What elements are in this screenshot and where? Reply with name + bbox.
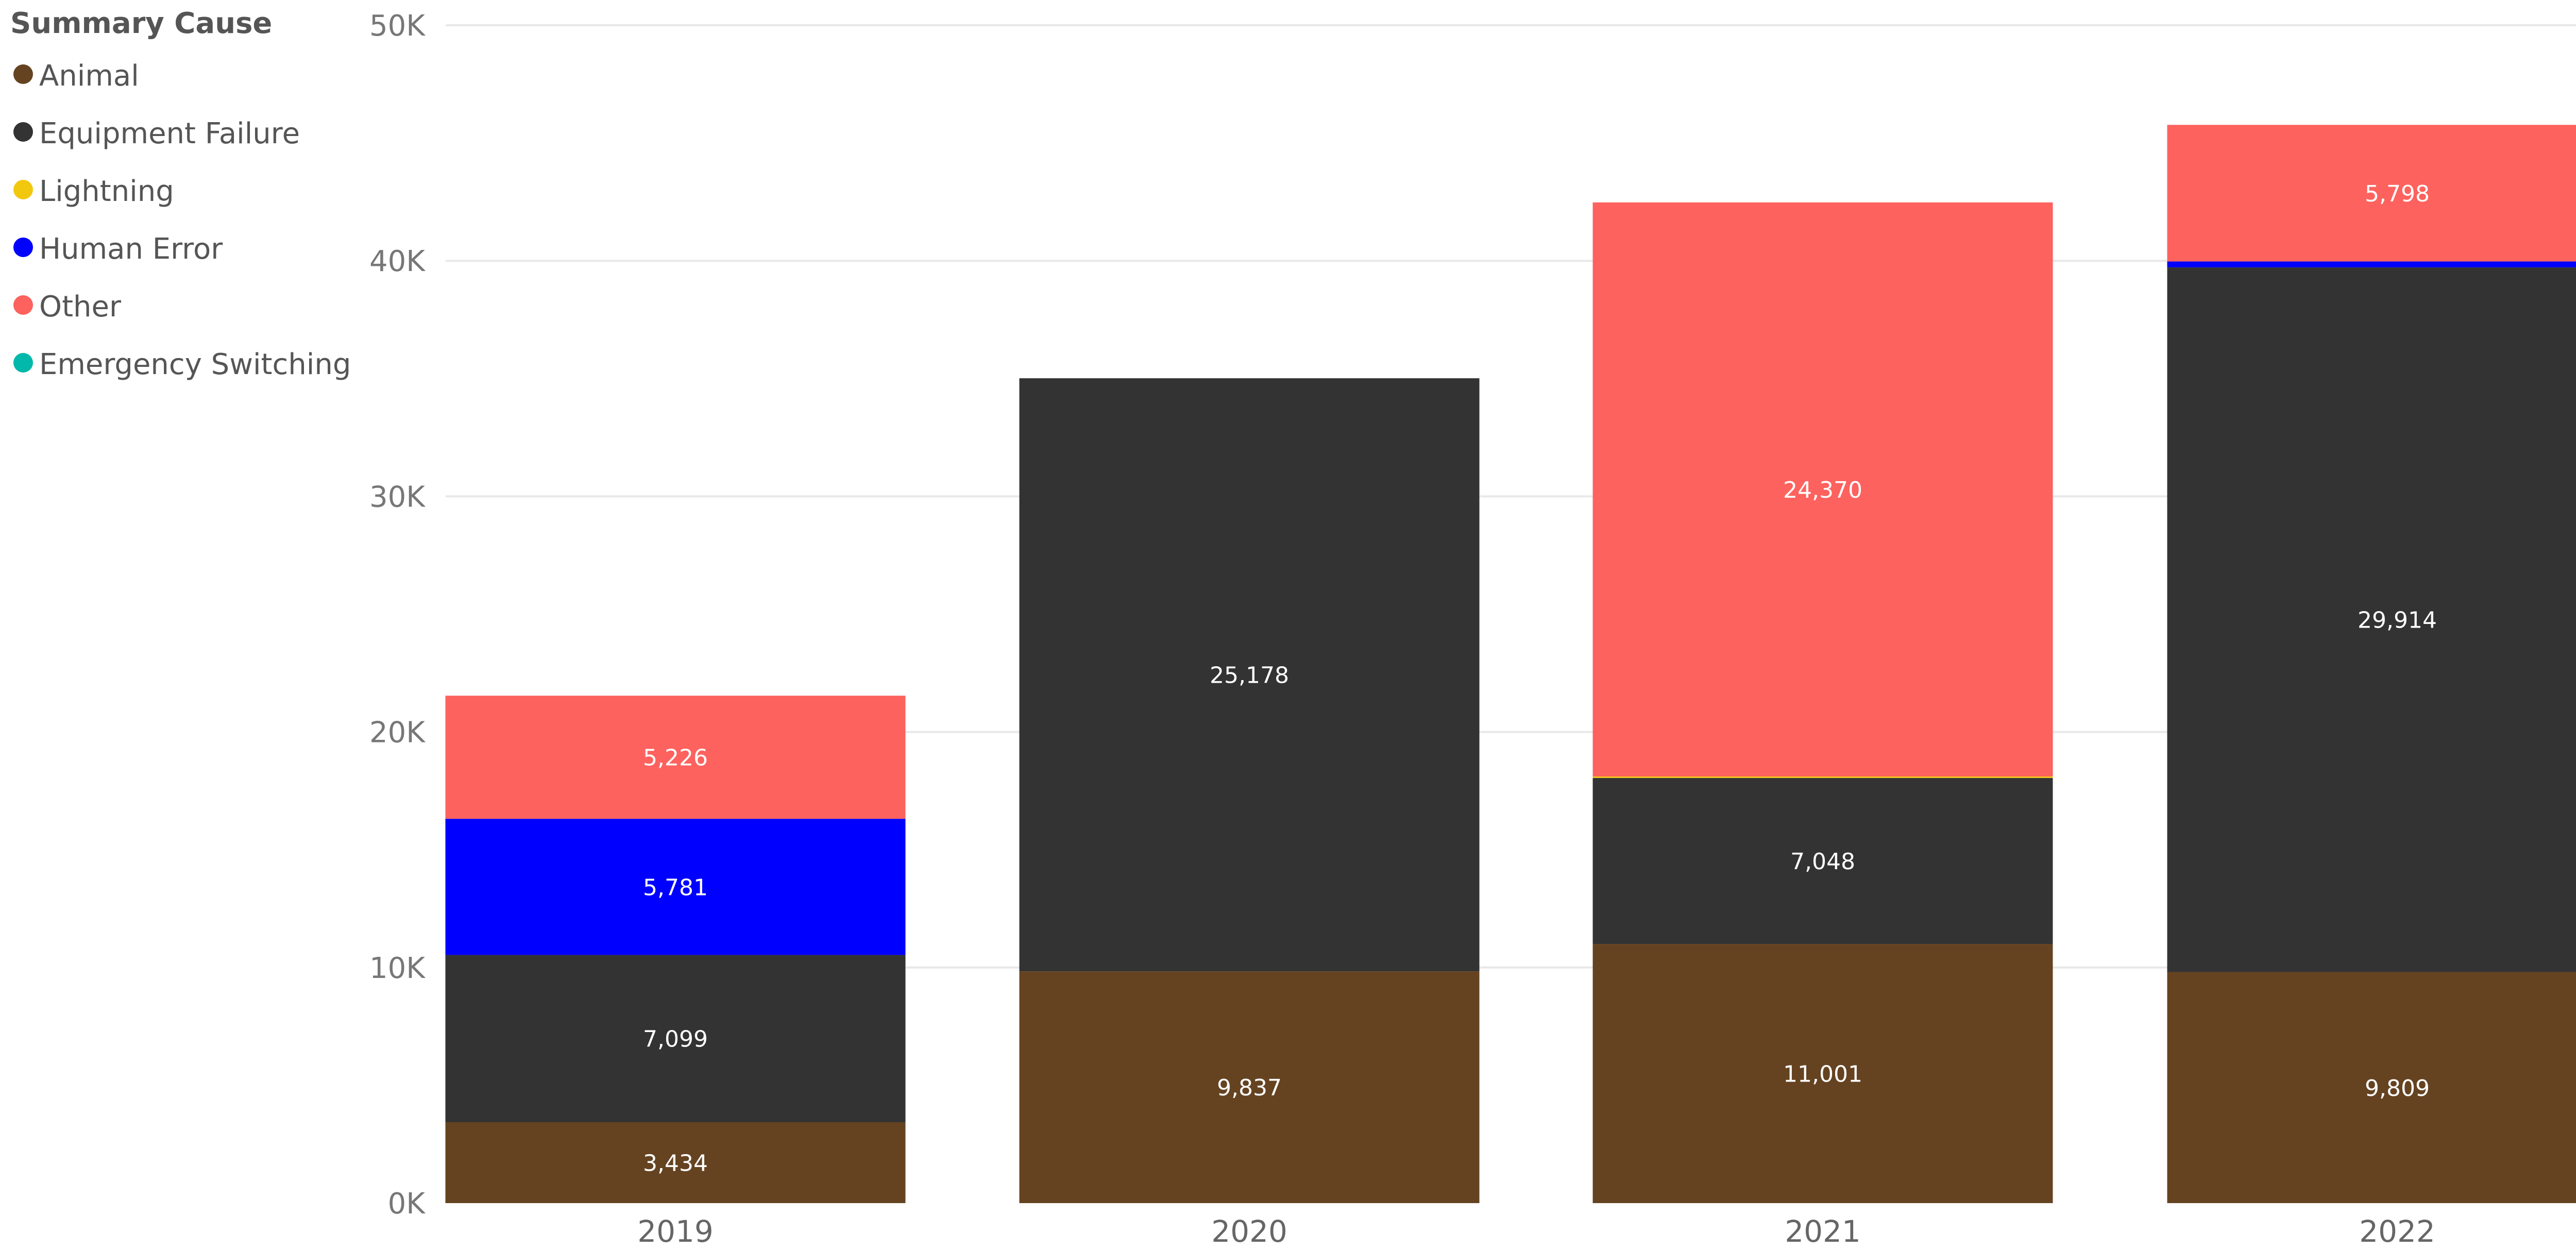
x-category-label: 2019 (637, 1214, 714, 1249)
y-axis: 0K 10K 20K 30K 40K 50K (369, 9, 426, 1221)
bar-segment-2019-other (445, 696, 906, 819)
legend-item-other[interactable]: Other (13, 290, 122, 324)
legend-marker (13, 64, 33, 84)
data-label-2019-animal: 3,434 (643, 1150, 708, 1176)
data-label-2020-equipment-failure: 25,178 (1210, 663, 1289, 689)
x-axis: 2019 2020 2021 2022 (637, 1214, 2435, 1249)
legend-item-animal[interactable]: Animal (13, 59, 139, 93)
bar-segment-2019-equipment-failure (445, 955, 906, 1122)
legend-item-emergency-switching[interactable]: Emergency Switching (13, 348, 351, 381)
legend-marker (13, 180, 33, 199)
x-category-label: 2021 (1785, 1214, 1861, 1249)
bar-segment-2019-human-error (445, 819, 906, 955)
legend-label: Other (39, 290, 122, 324)
bar-segment-2022-human-error (2167, 261, 2576, 267)
x-category-label: 2020 (1211, 1214, 1287, 1249)
legend-title: Summary Cause (10, 7, 272, 40)
data-label-2022-animal: 9,809 (2365, 1075, 2430, 1102)
legend-item-lightning[interactable]: Lightning (13, 175, 174, 208)
bar-segment-2022-equipment-failure (2167, 267, 2576, 972)
bar-segment-2021-other (1592, 202, 2053, 777)
y-tick-label: 40K (369, 245, 426, 278)
legend-marker (13, 122, 33, 142)
data-label-2020-animal: 9,837 (1217, 1075, 1282, 1101)
bar-segment-2019-animal (445, 1122, 906, 1203)
bars (445, 125, 2576, 1203)
bar-segment-2022-other (2167, 125, 2576, 262)
y-tick-label: 10K (369, 952, 426, 985)
legend-marker (13, 295, 33, 315)
data-label-2021-other: 24,370 (1783, 477, 1862, 503)
data-label-2019-equipment-failure: 7,099 (643, 1026, 708, 1053)
bar-segment-2020-equipment-failure (1019, 378, 1480, 972)
data-label-2022-equipment-failure: 29,914 (2358, 607, 2437, 634)
legend-label: Equipment Failure (39, 117, 300, 150)
y-tick-label: 30K (369, 480, 426, 514)
bar-segment-2022-animal (2167, 972, 2576, 1203)
legend-marker (13, 238, 33, 257)
y-tick-label: 20K (369, 716, 426, 750)
bar-segment-2021-lightning (1592, 776, 2053, 778)
legend: Summary Cause Animal Equipment Failure Lig… (10, 7, 351, 381)
y-tick-label: 50K (369, 9, 426, 43)
legend-label: Human Error (39, 232, 223, 266)
bar-segment-2021-animal (1592, 944, 2053, 1203)
x-category-label: 2022 (2359, 1214, 2435, 1249)
bar-segment-2021-equipment-failure (1592, 778, 2053, 944)
legend-item-human-error[interactable]: Human Error (13, 232, 223, 266)
legend-label: Emergency Switching (39, 348, 351, 381)
legend-item-equipment-failure[interactable]: Equipment Failure (13, 117, 300, 150)
data-label-2019-other: 5,226 (643, 745, 708, 771)
data-label-2019-human-error: 5,781 (643, 874, 708, 901)
legend-marker (13, 353, 33, 373)
data-labels: 3,434 7,099 5,781 5,226 9,837 25,178 11,001 7,0… (643, 181, 2437, 1177)
legend-label: Lightning (39, 175, 174, 208)
data-label-2022-other: 5,798 (2365, 181, 2430, 207)
y-tick-label: 0K (388, 1187, 426, 1221)
data-label-2021-animal: 11,001 (1783, 1061, 1862, 1088)
legend-label: Animal (39, 59, 139, 93)
data-label-2021-equipment-failure: 7,048 (1790, 849, 1855, 875)
bar-segment-2020-animal (1019, 971, 1480, 1203)
